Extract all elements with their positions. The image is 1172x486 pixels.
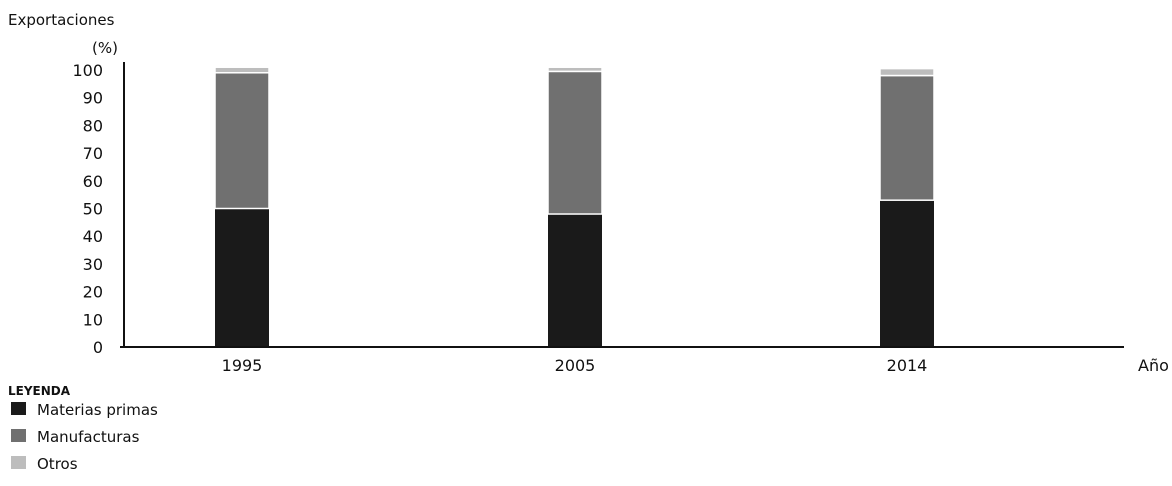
y-tick-label-10: 10 — [83, 310, 103, 329]
bar-1995-manufacturas — [214, 72, 270, 210]
legend-label-materias-primas: Materias primas — [37, 401, 158, 419]
y-tick-label-0: 0 — [93, 338, 103, 357]
y-axis-ticks: 0 10 20 30 40 50 60 70 80 90 100 — [72, 61, 103, 357]
legend-swatch-materias-primas — [11, 402, 26, 415]
x-tick-label-2005: 2005 — [555, 356, 596, 375]
y-tick-label-50: 50 — [83, 200, 103, 219]
y-tick-label-80: 80 — [83, 116, 103, 135]
bars — [214, 66, 935, 347]
y-tick-label-20: 20 — [83, 283, 103, 302]
legend-label-otros: Otros — [37, 455, 78, 473]
bar-1995-materias-primas — [215, 208, 269, 347]
bar-2014-materias-primas — [880, 200, 934, 347]
y-tick-label-30: 30 — [83, 255, 103, 274]
y-tick-label-70: 70 — [83, 144, 103, 163]
bar-2005-materias-primas — [548, 214, 602, 347]
y-tick-label-60: 60 — [83, 172, 103, 191]
legend-label-manufacturas: Manufacturas — [37, 428, 140, 446]
bar-2014-otros — [879, 67, 935, 77]
legend-title: LEYENDA — [8, 384, 71, 398]
y-tick-label-90: 90 — [83, 89, 103, 108]
legend-swatch-otros — [11, 456, 26, 469]
bar-2005-otros — [547, 66, 603, 73]
x-axis-ticks: 1995 2005 2014 — [222, 356, 928, 375]
y-tick-label-40: 40 — [83, 227, 103, 246]
x-tick-label-1995: 1995 — [222, 356, 263, 375]
y-axis-title: Exportaciones — [8, 11, 115, 29]
x-tick-label-2014: 2014 — [887, 356, 928, 375]
legend: Materias primas Manufacturas Otros — [11, 401, 158, 473]
bar-1995-otros — [214, 66, 270, 74]
bar-2005-manufacturas — [547, 70, 603, 215]
y-tick-label-100: 100 — [72, 61, 103, 80]
bar-2014-manufacturas — [879, 74, 935, 201]
legend-swatch-manufacturas — [11, 429, 26, 442]
y-axis-unit: (%) — [92, 39, 118, 57]
x-axis-title: Año — [1138, 356, 1169, 375]
